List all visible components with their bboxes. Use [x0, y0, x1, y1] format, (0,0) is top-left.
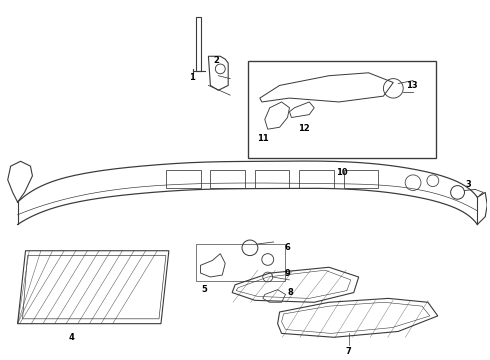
Bar: [166, 170, 200, 188]
Text: 1: 1: [189, 73, 195, 82]
Bar: [196, 17, 201, 71]
Text: 12: 12: [298, 124, 310, 133]
Bar: [344, 170, 378, 188]
Bar: [210, 170, 245, 188]
Text: 13: 13: [406, 81, 418, 90]
Text: 11: 11: [257, 134, 269, 143]
Bar: [255, 170, 290, 188]
Text: 3: 3: [466, 180, 471, 189]
Text: 7: 7: [346, 347, 352, 356]
Bar: [196, 244, 285, 281]
Text: 4: 4: [69, 333, 75, 342]
Text: 2: 2: [213, 56, 219, 65]
Text: 9: 9: [285, 269, 290, 278]
Bar: [248, 61, 436, 158]
Text: 8: 8: [288, 288, 293, 297]
Text: 6: 6: [285, 243, 291, 252]
Bar: [299, 170, 334, 188]
Text: 10: 10: [336, 168, 348, 177]
Text: 5: 5: [201, 285, 207, 294]
